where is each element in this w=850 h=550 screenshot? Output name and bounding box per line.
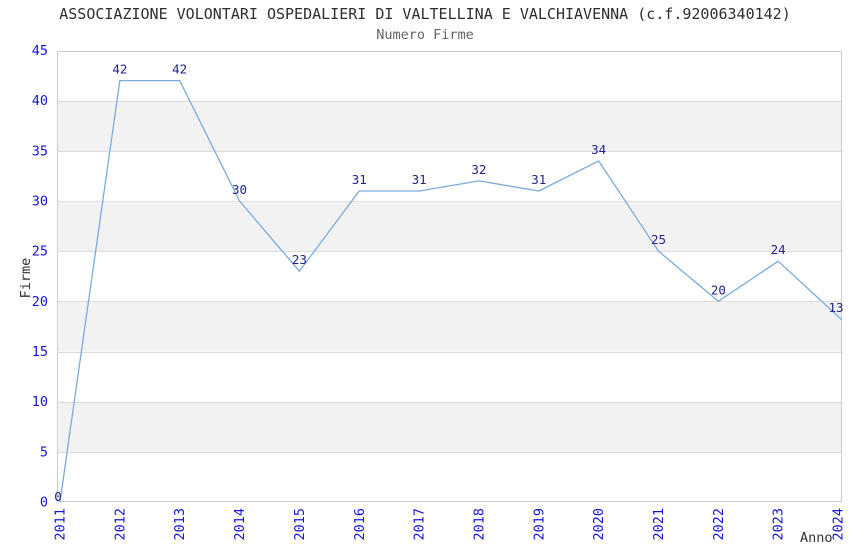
plot-border bbox=[57, 51, 842, 502]
x-tick-label: 2023 bbox=[771, 508, 787, 541]
y-tick-label: 35 bbox=[32, 143, 48, 159]
point-label: 31 bbox=[531, 172, 546, 187]
x-tick-label: 2021 bbox=[651, 508, 667, 541]
x-tick-label: 2022 bbox=[711, 508, 727, 541]
x-tick-label: 2011 bbox=[53, 508, 69, 541]
point-label: 31 bbox=[412, 172, 427, 187]
point-label: 34 bbox=[591, 142, 606, 157]
point-labels: 0 42 42 30 23 31 31 32 31 34 25 20 24 13 bbox=[54, 62, 843, 504]
chart-title: ASSOCIAZIONE VOLONTARI OSPEDALIERI DI VA… bbox=[59, 5, 791, 23]
y-tick-label: 5 bbox=[40, 444, 48, 460]
x-tick-label: 2012 bbox=[112, 508, 128, 541]
y-tick-label: 45 bbox=[32, 43, 48, 59]
point-label: 30 bbox=[232, 182, 247, 197]
point-label: 42 bbox=[112, 62, 127, 77]
y-tick-label: 30 bbox=[32, 194, 48, 210]
point-label: 24 bbox=[771, 242, 786, 257]
y-tick-label: 20 bbox=[32, 294, 48, 310]
x-axis-title: Anno bbox=[800, 530, 833, 546]
x-axis-title: Anno bbox=[800, 530, 833, 546]
x-tick-label: 2017 bbox=[412, 508, 428, 541]
gridlines bbox=[57, 101, 842, 453]
point-label: 25 bbox=[651, 232, 666, 247]
chart-subtitle: Numero Firme bbox=[376, 27, 474, 43]
x-tick-label: 2019 bbox=[531, 508, 547, 541]
y-axis-title: Firme bbox=[18, 258, 34, 299]
point-label: 0 bbox=[54, 489, 62, 504]
x-tick-label: 2014 bbox=[232, 508, 248, 541]
point-label: 32 bbox=[471, 162, 486, 177]
x-tick-label: 2018 bbox=[471, 508, 487, 541]
y-tick-label: 0 bbox=[40, 495, 48, 511]
y-tick-label: 10 bbox=[32, 394, 48, 410]
y-axis-title: Firme bbox=[18, 258, 34, 299]
y-tick-label: 15 bbox=[32, 344, 48, 360]
x-tick-label: 2020 bbox=[591, 508, 607, 541]
x-tick-label: 2024 bbox=[831, 508, 847, 541]
series-line bbox=[59, 79, 842, 502]
y-tick-label: 25 bbox=[32, 244, 48, 260]
plot-bands bbox=[57, 100, 842, 452]
x-tick-label: 2016 bbox=[352, 508, 368, 541]
point-label: 23 bbox=[292, 252, 307, 267]
point-label: 31 bbox=[352, 172, 367, 187]
point-label: 42 bbox=[172, 62, 187, 77]
x-axis-ticks: 2011 2012 2013 2014 2015 2016 2017 2018 2019 2020… bbox=[53, 508, 847, 541]
y-tick-label: 40 bbox=[32, 93, 48, 109]
y-axis-ticks: 0 5 10 15 20 25 30 35 40 45 bbox=[32, 43, 48, 511]
point-label: 13 bbox=[828, 300, 843, 315]
x-tick-label: 2013 bbox=[172, 508, 188, 541]
x-tick-label: 2015 bbox=[292, 508, 308, 541]
point-label: 20 bbox=[711, 282, 726, 297]
